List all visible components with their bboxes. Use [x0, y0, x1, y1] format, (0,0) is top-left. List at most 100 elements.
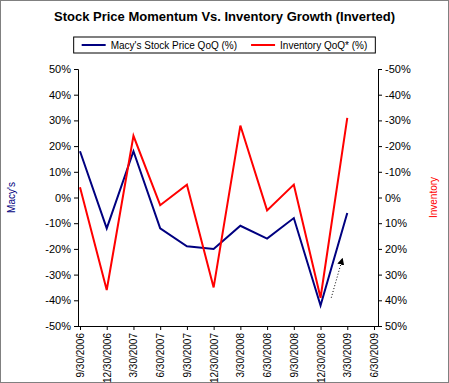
x-tick-label: 6/30/2009	[369, 333, 380, 378]
y-tick-label: 0%	[55, 192, 71, 204]
series-line	[80, 118, 347, 298]
x-tick-label: 12/30/2008	[316, 333, 327, 383]
y-tick-label: 50%	[49, 63, 71, 75]
x-tick-label: 3/30/2007	[128, 333, 139, 378]
y-tick-mark	[74, 326, 78, 327]
y-tick: -40%	[45, 294, 78, 306]
x-tick-label: 9/30/2007	[182, 333, 193, 378]
y-tick-label: -30%	[45, 269, 71, 281]
x-tick-label: 9/30/2006	[75, 333, 86, 378]
chart: -50%-40%-30%-20%-10%0%10%20%30%40%50%-50…	[0, 0, 449, 383]
y2-tick: 10%	[378, 217, 407, 229]
x-tick: 12/30/2006	[102, 326, 113, 383]
y-tick-mark	[74, 120, 78, 121]
y2-axis: -50% -40% -30% -20% -10% 0% 10% 20% 30% 40% 50%	[378, 63, 411, 332]
y2-tick: 20%	[378, 243, 407, 255]
legend-swatch	[82, 44, 106, 46]
y2-tick-label: 40%	[385, 294, 407, 306]
y-tick-label: 40%	[49, 89, 71, 101]
y2-tick-mark	[378, 95, 382, 96]
x-tick-label: 3/30/2008	[235, 333, 246, 378]
y-tick-label: 10%	[49, 166, 71, 178]
x-tick-mark	[133, 326, 134, 330]
y-tick-mark	[74, 275, 78, 276]
plot: -50%-40%-30%-20%-10%0%10%20%30%40%50%-50…	[45, 63, 411, 383]
y-tick-label: -50%	[45, 320, 71, 332]
y2-tick-mark	[378, 146, 382, 147]
x-tick: 6/30/2008	[262, 326, 273, 378]
y-tick-label: -40%	[45, 294, 71, 306]
y-tick-mark	[74, 69, 78, 70]
y2-tick: 0%	[378, 192, 401, 204]
legend-box	[74, 37, 376, 53]
y2-tick-mark	[378, 223, 382, 224]
y-axis: -50% -40% -30% -20% -10% 0% 10% 20% 30% 40% 50%	[45, 63, 78, 332]
y2-tick-mark	[378, 172, 382, 173]
y2-tick-mark	[378, 275, 382, 276]
y-tick-label: 20%	[49, 140, 71, 152]
y-tick: -50%	[45, 320, 78, 332]
y2-tick-mark	[378, 300, 382, 301]
y2-tick: -50%	[378, 63, 411, 75]
y2-tick-label: -20%	[385, 140, 411, 152]
x-tick: 6/30/2007	[155, 326, 166, 378]
y-axis-title: Macy's	[6, 182, 17, 213]
x-tick-label: 9/30/2008	[289, 333, 300, 378]
legend-label: Macy's Stock Price QoQ (%)	[111, 40, 237, 51]
y2-axis-title: Inventory	[428, 177, 439, 218]
y-tick: 40%	[49, 89, 78, 101]
y2-tick: 30%	[378, 269, 407, 281]
y-tick: 20%	[49, 140, 78, 152]
x-axis: 9/30/2006 12/30/2006 3/30/2007 6/30/2007 9/3…	[75, 326, 380, 383]
y2-tick-mark	[378, 198, 382, 199]
y-tick: -10%	[45, 217, 78, 229]
x-tick-mark	[240, 326, 241, 330]
y2-tick-mark	[378, 249, 382, 250]
x-tick: 3/30/2007	[128, 326, 139, 378]
y2-tick-label: 0%	[385, 192, 401, 204]
y-tick-mark	[74, 198, 78, 199]
x-tick-label: 6/30/2007	[155, 333, 166, 378]
y2-tick-mark	[378, 69, 382, 70]
chart-frame	[1, 1, 449, 383]
y2-tick: -40%	[378, 89, 411, 101]
y-tick: 0%	[55, 192, 78, 204]
y-tick: 50%	[49, 63, 78, 75]
x-tick-mark	[214, 326, 215, 330]
y2-axis-line	[379, 70, 383, 327]
x-tick: 9/30/2006	[75, 326, 86, 378]
y-tick-label: -20%	[45, 243, 71, 255]
x-tick: 3/30/2009	[342, 326, 353, 378]
y-tick-label: 30%	[49, 114, 71, 126]
y2-tick-label: 10%	[385, 217, 407, 229]
legend-swatch	[251, 44, 275, 46]
y2-tick: 40%	[378, 294, 407, 306]
x-tick-label: 3/30/2009	[342, 333, 353, 378]
y2-tick: -30%	[378, 114, 411, 126]
y-tick-mark	[74, 95, 78, 96]
y2-tick-mark	[378, 326, 382, 327]
y-tick-mark	[74, 146, 78, 147]
y2-tick: 50%	[378, 320, 407, 332]
x-tick-mark	[80, 326, 81, 330]
y-tick-mark	[74, 300, 78, 301]
x-tick-mark	[347, 326, 348, 330]
x-tick-mark	[107, 326, 108, 330]
y2-tick-mark	[378, 120, 382, 121]
y-tick: -20%	[45, 243, 78, 255]
legend-label: Inventory QoQ* (%)	[280, 40, 367, 51]
x-tick-mark	[187, 326, 188, 330]
y2-tick-label: -40%	[385, 89, 411, 101]
x-tick: 12/30/2008	[316, 326, 327, 383]
y-tick: -30%	[45, 269, 78, 281]
x-tick: 3/30/2008	[235, 326, 246, 378]
y2-tick-label: -30%	[385, 114, 411, 126]
y2-tick: -10%	[378, 166, 411, 178]
y-axis-line	[74, 70, 79, 327]
x-axis-line	[78, 326, 378, 327]
annotation-arrow	[331, 259, 342, 298]
y-tick: 30%	[49, 114, 78, 126]
y2-tick-label: -10%	[385, 166, 411, 178]
x-tick-mark	[374, 326, 375, 330]
y2-tick-label: 30%	[385, 269, 407, 281]
